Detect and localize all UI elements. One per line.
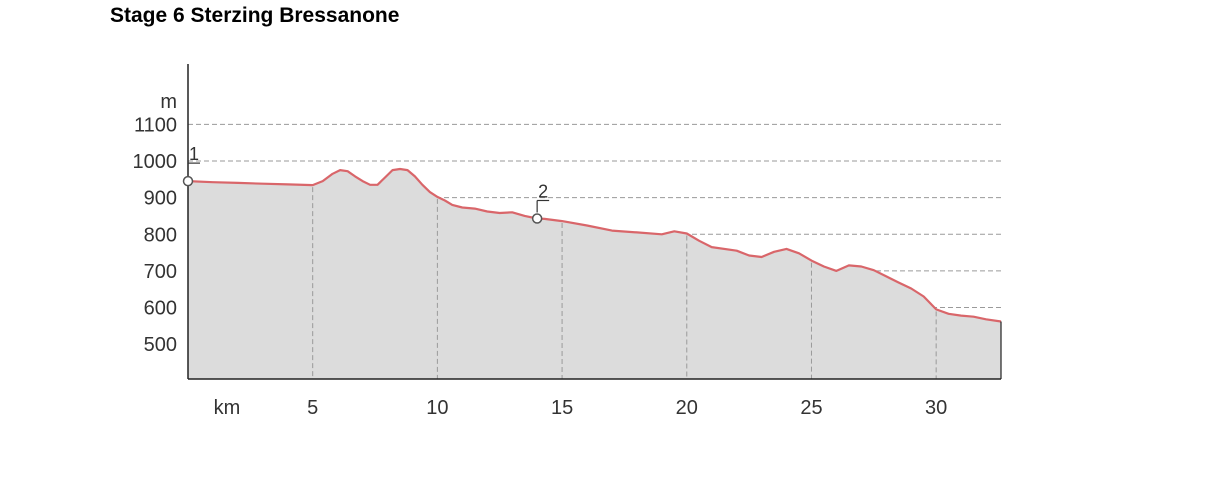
y-tick-label: 900 [144,188,177,210]
y-tick-label: 700 [144,261,177,283]
x-gridlines [312,187,937,379]
y-tick-label: 1100 [134,114,177,136]
waypoint-label: 2 [538,181,548,201]
x-tick-label: 30 [925,397,947,419]
waypoint-marker [182,175,194,187]
waypoints: 12 [182,144,550,224]
y-tick-label: 600 [144,298,177,320]
y-tick-label: 800 [144,224,177,246]
x-tick-label: 10 [426,397,448,419]
x-tick-labels: 5 10 15 20 25 30 [307,397,947,419]
axes [187,64,1002,380]
elevation-line [187,167,1002,323]
x-tick-label: 15 [551,397,573,419]
y-tick-labels: 500 600 700 800 900 1000 1100 [133,114,178,356]
x-axis-label: km [214,397,241,419]
elevation-area [188,169,1001,379]
y-tick-label: 1000 [133,151,178,173]
y-axis-label: m [160,91,177,113]
waypoint-label: 1 [189,144,199,164]
x-tick-label: 5 [307,397,318,419]
x-tick-label: 20 [676,397,698,419]
chart-title: Stage 6 Sterzing Bressanone [110,4,400,27]
waypoint-marker [531,213,543,224]
y-tick-label: 500 [144,334,177,356]
x-tick-label: 25 [800,397,822,419]
